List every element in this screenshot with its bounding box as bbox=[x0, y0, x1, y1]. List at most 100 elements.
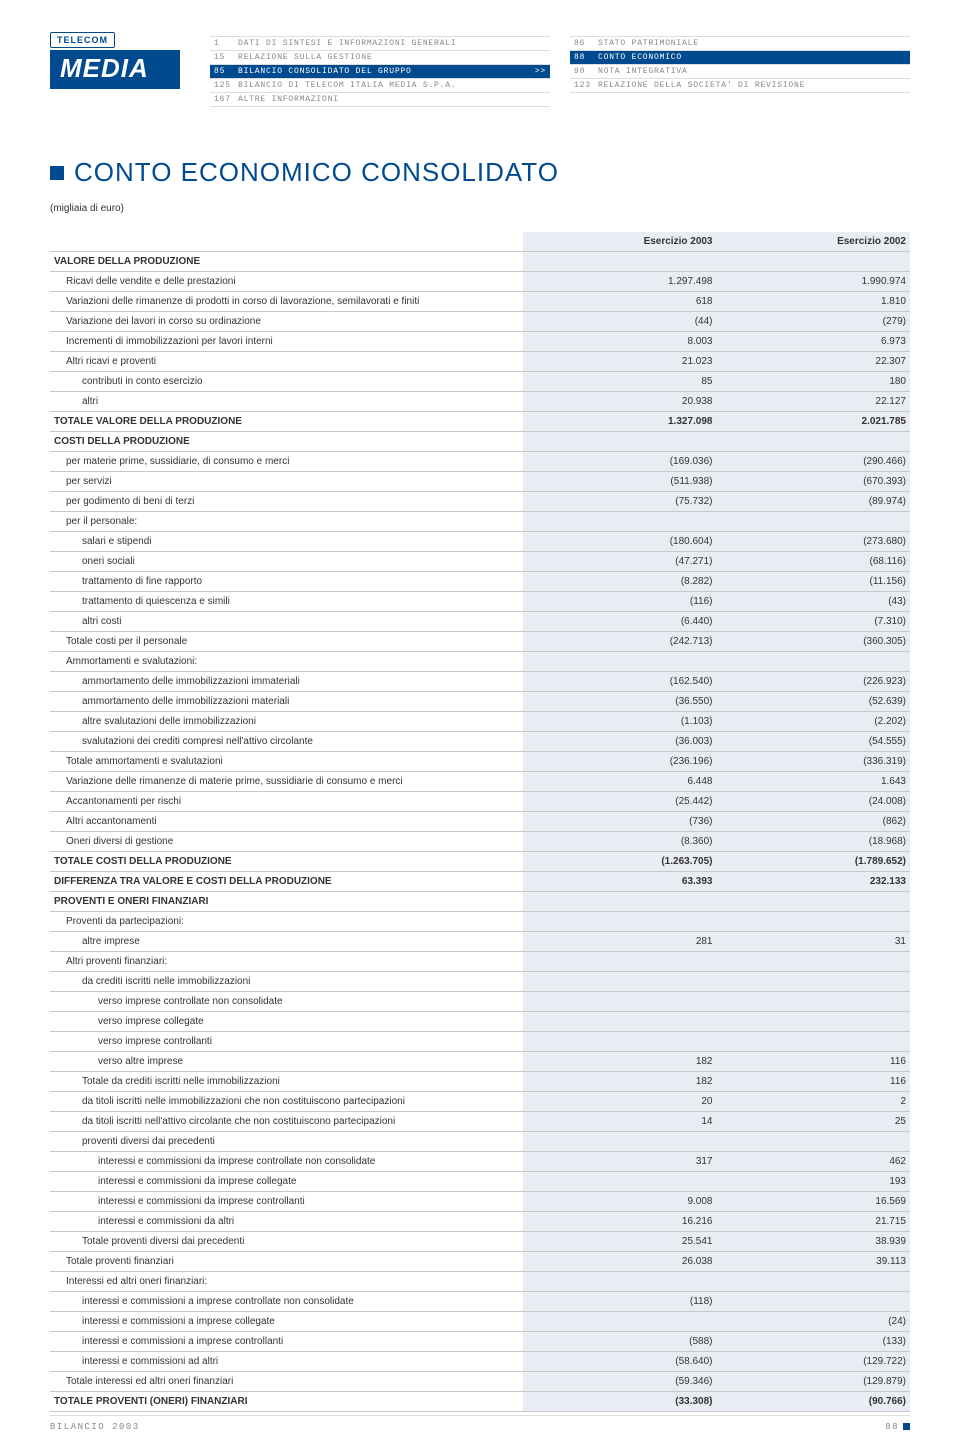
row-value bbox=[523, 912, 717, 932]
nav-label: BILANCIO CONSOLIDATO DEL GRUPPO bbox=[238, 67, 412, 76]
nav-item[interactable]: 90NOTA INTEGRATIVA bbox=[570, 64, 910, 78]
col-header-2003: Esercizio 2003 bbox=[523, 232, 717, 252]
row-value: 462 bbox=[717, 1152, 911, 1172]
footer: BILANCIO 2003 88 bbox=[50, 1415, 910, 1432]
row-label: interessi e commissioni da altri bbox=[50, 1212, 523, 1232]
table-row: Interessi ed altri oneri finanziari: bbox=[50, 1272, 910, 1292]
row-value bbox=[717, 1132, 911, 1152]
table-row: per materie prime, sussidiarie, di consu… bbox=[50, 452, 910, 472]
nav-item[interactable]: 125BILANCIO DI TELECOM ITALIA MEDIA S.P.… bbox=[210, 78, 550, 92]
table-header-row: Esercizio 2003 Esercizio 2002 bbox=[50, 232, 910, 252]
nav-item[interactable]: 85BILANCIO CONSOLIDATO DEL GRUPPO>> bbox=[210, 64, 550, 78]
row-value: (33.308) bbox=[523, 1392, 717, 1412]
row-value: (75.732) bbox=[523, 492, 717, 512]
row-value: (273.680) bbox=[717, 532, 911, 552]
row-value: (226.923) bbox=[717, 672, 911, 692]
row-value: (36.003) bbox=[523, 732, 717, 752]
row-label: per servizi bbox=[50, 472, 523, 492]
row-label: altre svalutazioni delle immobilizzazion… bbox=[50, 712, 523, 732]
row-value: 182 bbox=[523, 1052, 717, 1072]
table-row: per godimento di beni di terzi(75.732)(8… bbox=[50, 492, 910, 512]
row-label: da titoli iscritti nelle immobilizzazion… bbox=[50, 1092, 523, 1112]
row-value: 1.327.098 bbox=[523, 412, 717, 432]
row-value: (25.442) bbox=[523, 792, 717, 812]
row-value bbox=[717, 952, 911, 972]
table-row: Proventi da partecipazioni: bbox=[50, 912, 910, 932]
row-value: (180.604) bbox=[523, 532, 717, 552]
nav: 1DATI DI SINTESI E INFORMAZIONI GENERALI… bbox=[210, 30, 910, 107]
row-value: (162.540) bbox=[523, 672, 717, 692]
table-row: interessi e commissioni da imprese contr… bbox=[50, 1152, 910, 1172]
row-value: 1.643 bbox=[717, 772, 911, 792]
row-value: (47.271) bbox=[523, 552, 717, 572]
row-value bbox=[523, 1132, 717, 1152]
row-label: DIFFERENZA TRA VALORE E COSTI DELLA PROD… bbox=[50, 872, 523, 892]
row-value: (68.116) bbox=[717, 552, 911, 572]
row-value: 116 bbox=[717, 1072, 911, 1092]
row-value: 317 bbox=[523, 1152, 717, 1172]
row-value: (24.008) bbox=[717, 792, 911, 812]
row-value: 20 bbox=[523, 1092, 717, 1112]
table-row: interessi e commissioni a imprese contro… bbox=[50, 1292, 910, 1312]
row-label: svalutazioni dei crediti compresi nell'a… bbox=[50, 732, 523, 752]
row-value: (133) bbox=[717, 1332, 911, 1352]
row-value: 31 bbox=[717, 932, 911, 952]
nav-num: 85 bbox=[214, 67, 238, 76]
row-label: Totale proventi diversi dai precedenti bbox=[50, 1232, 523, 1252]
page-num-icon bbox=[903, 1423, 910, 1430]
nav-item[interactable]: 1DATI DI SINTESI E INFORMAZIONI GENERALI bbox=[210, 36, 550, 50]
table-row: interessi e commissioni a imprese colleg… bbox=[50, 1312, 910, 1332]
row-value: 25 bbox=[717, 1112, 911, 1132]
table-row: Variazioni delle rimanenze di prodotti i… bbox=[50, 292, 910, 312]
table-row: DIFFERENZA TRA VALORE E COSTI DELLA PROD… bbox=[50, 872, 910, 892]
nav-label: ALTRE INFORMAZIONI bbox=[238, 95, 339, 104]
nav-num: 1 bbox=[214, 39, 238, 48]
row-label: altri bbox=[50, 392, 523, 412]
table-row: contributi in conto esercizio85180 bbox=[50, 372, 910, 392]
nav-item[interactable]: 86STATO PATRIMONIALE bbox=[570, 36, 910, 50]
row-label: verso imprese controllanti bbox=[50, 1032, 523, 1052]
table-row: Totale costi per il personale(242.713)(3… bbox=[50, 632, 910, 652]
row-label: Oneri diversi di gestione bbox=[50, 832, 523, 852]
row-value: 1.810 bbox=[717, 292, 911, 312]
row-value: (360.305) bbox=[717, 632, 911, 652]
table-row: Ammortamenti e svalutazioni: bbox=[50, 652, 910, 672]
row-value: (8.282) bbox=[523, 572, 717, 592]
nav-item[interactable]: 167ALTRE INFORMAZIONI bbox=[210, 92, 550, 107]
row-label: Totale da crediti iscritti nelle immobil… bbox=[50, 1072, 523, 1092]
row-value bbox=[523, 892, 717, 912]
row-value: 22.307 bbox=[717, 352, 911, 372]
table-row: Oneri diversi di gestione(8.360)(18.968) bbox=[50, 832, 910, 852]
table-row: verso imprese collegate bbox=[50, 1012, 910, 1032]
nav-num: 125 bbox=[214, 81, 238, 90]
nav-label: BILANCIO DI TELECOM ITALIA MEDIA S.P.A. bbox=[238, 81, 456, 90]
row-value: (8.360) bbox=[523, 832, 717, 852]
row-value: (129.879) bbox=[717, 1372, 911, 1392]
table-row: da titoli iscritti nelle immobilizzazion… bbox=[50, 1092, 910, 1112]
row-value bbox=[523, 1272, 717, 1292]
nav-item[interactable]: 123RELAZIONE DELLA SOCIETA' DI REVISIONE bbox=[570, 78, 910, 93]
table-row: altre imprese28131 bbox=[50, 932, 910, 952]
row-value bbox=[717, 1032, 911, 1052]
row-label: contributi in conto esercizio bbox=[50, 372, 523, 392]
row-label: Variazione dei lavori in corso su ordina… bbox=[50, 312, 523, 332]
row-label: Interessi ed altri oneri finanziari: bbox=[50, 1272, 523, 1292]
row-value: 25.541 bbox=[523, 1232, 717, 1252]
row-value bbox=[717, 1012, 911, 1032]
row-value bbox=[523, 1012, 717, 1032]
row-label: Totale proventi finanziari bbox=[50, 1252, 523, 1272]
col-header-2002: Esercizio 2002 bbox=[717, 232, 911, 252]
table-row: da crediti iscritti nelle immobilizzazio… bbox=[50, 972, 910, 992]
row-value: 14 bbox=[523, 1112, 717, 1132]
nav-item[interactable]: 15RELAZIONE SULLA GESTIONE bbox=[210, 50, 550, 64]
row-label: per materie prime, sussidiarie, di consu… bbox=[50, 452, 523, 472]
row-value: 2 bbox=[717, 1092, 911, 1112]
row-label: da titoli iscritti nell'attivo circolant… bbox=[50, 1112, 523, 1132]
row-value: (736) bbox=[523, 812, 717, 832]
nav-item[interactable]: 88CONTO ECONOMICO bbox=[570, 50, 910, 64]
row-value: (169.036) bbox=[523, 452, 717, 472]
row-value: 232.133 bbox=[717, 872, 911, 892]
row-value: 16.216 bbox=[523, 1212, 717, 1232]
row-value: (511.938) bbox=[523, 472, 717, 492]
nav-col-right: 86STATO PATRIMONIALE88CONTO ECONOMICO90N… bbox=[570, 36, 910, 107]
